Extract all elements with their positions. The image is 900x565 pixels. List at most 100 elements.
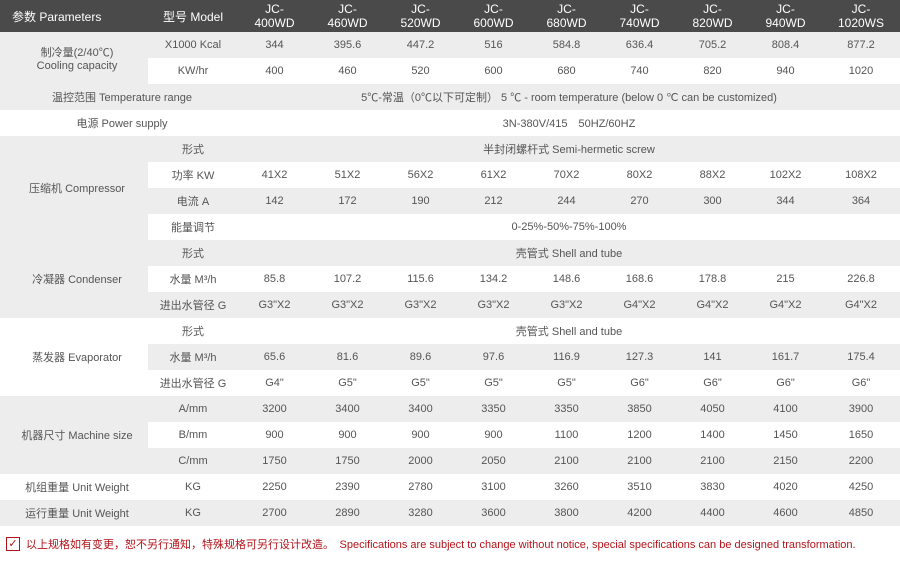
data-cell: 344 [749,188,822,214]
data-cell: G3"X2 [311,292,384,318]
model-col-header: JC-460WD [311,0,384,32]
data-cell: 81.6 [311,344,384,370]
section-label: 电源 Power supply [0,110,238,136]
header-row: 参数 Parameters 型号 Model JC-400WDJC-460WDJ… [0,0,900,32]
data-cell: G6" [822,370,900,396]
data-cell: 127.3 [603,344,676,370]
table-row: 压缩机 Compressor形式半封闭螺杆式 Semi-hermetic scr… [0,136,900,162]
data-cell: 41X2 [238,162,311,188]
data-cell: 1400 [676,422,749,448]
data-cell: G6" [676,370,749,396]
merged-value: 壳管式 Shell and tube [238,318,900,344]
data-cell: 2050 [457,448,530,474]
data-cell: 4600 [749,500,822,526]
table-row: 冷凝器 Condenser形式壳管式 Shell and tube [0,240,900,266]
data-cell: 447.2 [384,32,457,58]
data-cell: 3100 [457,474,530,500]
data-cell: G5" [384,370,457,396]
data-cell: 115.6 [384,266,457,292]
data-cell: 212 [457,188,530,214]
spec-table: 参数 Parameters 型号 Model JC-400WDJC-460WDJ… [0,0,900,526]
data-cell: 400 [238,58,311,84]
data-cell: 107.2 [311,266,384,292]
data-cell: 1450 [749,422,822,448]
data-cell: 740 [603,58,676,84]
data-cell: 3800 [530,500,603,526]
data-cell: 148.6 [530,266,603,292]
sub-label: 进出水管径 G [148,370,238,396]
sub-label: 形式 [148,318,238,344]
model-col-header: JC-940WD [749,0,822,32]
data-cell: 900 [238,422,311,448]
data-cell: 2200 [822,448,900,474]
data-cell: 172 [311,188,384,214]
data-cell: 900 [311,422,384,448]
sub-label: KG [148,500,238,526]
data-cell: 900 [384,422,457,448]
data-cell: 65.6 [238,344,311,370]
data-cell: 2250 [238,474,311,500]
data-cell: 89.6 [384,344,457,370]
sub-label: X1000 Kcal [148,32,238,58]
data-cell: 56X2 [384,162,457,188]
data-cell: 102X2 [749,162,822,188]
data-cell: 808.4 [749,32,822,58]
data-cell: 1650 [822,422,900,448]
data-cell: 178.8 [676,266,749,292]
model-col-header: JC-680WD [530,0,603,32]
data-cell: G5" [311,370,384,396]
data-cell: 395.6 [311,32,384,58]
data-cell: 877.2 [822,32,900,58]
data-cell: 2100 [603,448,676,474]
data-cell: 1100 [530,422,603,448]
data-cell: 1750 [311,448,384,474]
section-label: 蒸发器 Evaporator [0,318,148,396]
table-row: 蒸发器 Evaporator形式壳管式 Shell and tube [0,318,900,344]
model-header: 型号 Model [148,0,238,32]
data-cell: 3400 [311,396,384,422]
table-row: 电源 Power supply3N-380V/415 50HZ/60HZ [0,110,900,136]
data-cell: 344 [238,32,311,58]
data-cell: 1200 [603,422,676,448]
data-cell: 51X2 [311,162,384,188]
section-label: 温控范围 Temperature range [0,84,238,110]
table-row: 运行重量 Unit WeightKG2700289032803600380042… [0,500,900,526]
data-cell: G3"X2 [384,292,457,318]
data-cell: 116.9 [530,344,603,370]
data-cell: G5" [457,370,530,396]
data-cell: G4"X2 [749,292,822,318]
merged-value: 壳管式 Shell and tube [238,240,900,266]
data-cell: G3"X2 [530,292,603,318]
data-cell: 4050 [676,396,749,422]
sub-label: 形式 [148,240,238,266]
table-row: 温控范围 Temperature range5℃-常温（0℃以下可定制） 5 ℃… [0,84,900,110]
merged-value: 3N-380V/415 50HZ/60HZ [238,110,900,136]
data-cell: 680 [530,58,603,84]
data-cell: 4100 [749,396,822,422]
data-cell: 2000 [384,448,457,474]
data-cell: 300 [676,188,749,214]
table-row: 机组重量 Unit WeightKG2250239027803100326035… [0,474,900,500]
data-cell: 3600 [457,500,530,526]
data-cell: 3260 [530,474,603,500]
data-cell: 97.6 [457,344,530,370]
data-cell: 4200 [603,500,676,526]
model-col-header: JC-1020WS [822,0,900,32]
data-cell: 161.7 [749,344,822,370]
data-cell: 134.2 [457,266,530,292]
data-cell: 2150 [749,448,822,474]
sub-label: 能量调节 [148,214,238,240]
data-cell: 3280 [384,500,457,526]
data-cell: 175.4 [822,344,900,370]
data-cell: G6" [749,370,822,396]
data-cell: 1020 [822,58,900,84]
sub-label: 电流 A [148,188,238,214]
merged-value: 半封闭螺杆式 Semi-hermetic screw [238,136,900,162]
data-cell: 70X2 [530,162,603,188]
data-cell: 940 [749,58,822,84]
model-col-header: JC-820WD [676,0,749,32]
footer-note: ✓ 以上规格如有变更，恕不另行通知，特殊规格可另行设计改造。 Specifica… [0,526,900,562]
data-cell: 4250 [822,474,900,500]
data-cell: 2390 [311,474,384,500]
table-row: 机器尺寸 Machine sizeA/mm3200340034003350335… [0,396,900,422]
